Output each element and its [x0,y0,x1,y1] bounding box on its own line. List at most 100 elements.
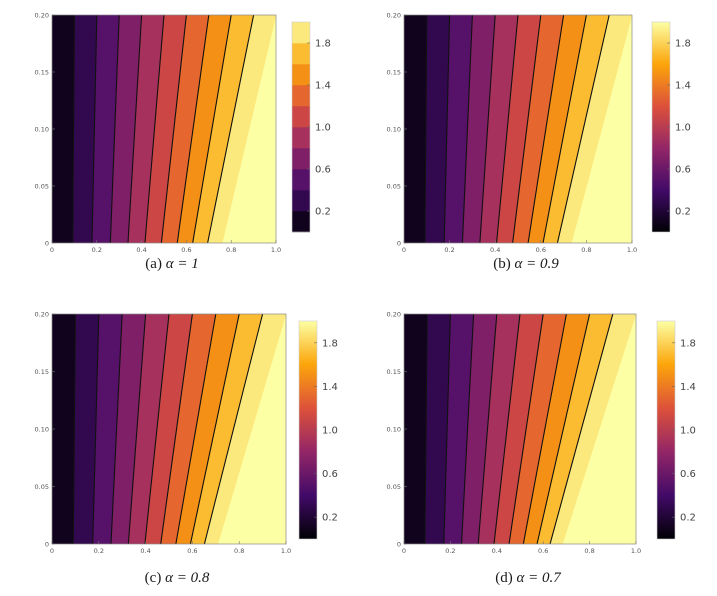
contour-line [92,314,100,544]
contour-line [424,314,428,544]
colorbar-tick-label: 1.0 [315,123,331,134]
contour-plot-area [52,314,286,544]
contour-line [512,15,542,243]
x-tick-label: 0.8 [234,547,244,555]
y-tick-label: 0.10 [387,125,401,133]
x-tick-label: 0.4 [140,547,150,555]
contour-line [542,15,587,243]
y-tick-label: 0.05 [35,483,49,491]
contour-line [109,15,120,243]
x-tick-label: 0.8 [584,547,594,555]
caption-alpha: α = 0.8 [165,570,210,586]
colorbar-tick-label: 0.2 [680,513,696,524]
colorbar-segment [292,211,310,233]
y-tick-label: 0.15 [35,368,49,376]
y-tick-label: 0.20 [35,11,49,19]
x-tick-label: 1.0 [271,246,281,254]
x-tick-label: 0.4 [492,547,502,555]
contour-line [443,15,451,243]
colorbar-gradient [299,321,317,539]
colorbar: 0.2 0.6 1.0 1.4 1.8 [651,21,691,233]
contour-line [493,314,521,544]
y-tick-label: 0 [45,540,49,548]
contour-line [176,15,210,243]
contour-line [207,15,255,243]
x-tick-label: 0.6 [536,246,546,254]
contour-line [556,15,610,243]
y-tick-label: 0.15 [35,68,49,76]
y-tick-label: 0.05 [35,182,49,190]
contour-line [144,314,170,544]
colorbar-tick-label: 1.8 [322,338,338,349]
contour-line [527,15,565,243]
contour-line [127,314,147,544]
x-tick-label: 0.2 [94,547,104,555]
colorbar-tick-label: 0.2 [322,513,338,524]
contour-plot-area [404,314,636,544]
colorbar: 0.2 0.6 1.0 1.4 1.8 [298,320,338,540]
colorbar-tick-label: 0.6 [322,469,338,480]
panel-2: 0 0.2 0.4 0.6 0.8 1.0 0 0.05 0.10 0.15 0.20 0.2 0.6 1… [387,11,691,272]
x-tick-label: 1.0 [627,246,637,254]
colorbar-segment [292,22,310,44]
colorbar-gradient [657,321,675,539]
x-tick-label: 0 [402,246,406,254]
contour-line [72,314,76,544]
y-tick-label: 0 [45,239,49,247]
caption-prefix: (a) [145,256,165,272]
contour-line [91,15,98,243]
y-tick-label: 0.20 [387,310,401,318]
y-tick-label: 0.20 [35,310,49,318]
colorbar-tick-label: 1.0 [322,426,338,437]
contour-line [175,314,217,544]
panel-caption: (a) α = 1 [145,256,198,272]
y-tick-label: 0.20 [387,11,401,19]
colorbar-segment [292,148,310,170]
contour-line [549,314,614,544]
x-tick-label: 1.0 [631,547,641,555]
y-tick-label: 0 [397,540,401,548]
contour-line [443,314,451,544]
panel-3: 0 0.2 0.4 0.6 0.8 1.0 0 0.05 0.10 0.15 0.20 0.2 0.6 1… [35,310,338,586]
panel-caption: (b) α = 0.9 [493,256,559,272]
y-tick-label: 0 [397,239,401,247]
colorbar-segment [292,169,310,191]
x-tick-label: 0.6 [538,547,548,555]
x-tick-label: 0.2 [445,547,455,555]
x-tick-label: 0.8 [226,246,236,254]
caption-prefix: (c) [145,570,165,586]
contour-line [460,314,475,544]
colorbar-segment [292,127,310,149]
contour-line [144,15,165,243]
x-tick-label: 0.2 [92,246,102,254]
colorbar-segment [292,43,310,65]
contour-line [192,15,232,243]
colorbar-segment [292,85,310,107]
contour-line [461,15,473,243]
y-tick-label: 0.15 [387,368,401,376]
contour-line [127,15,143,243]
colorbar-tick-label: 1.4 [322,382,338,393]
colorbar-tick-label: 0.2 [675,207,691,218]
x-tick-label: 1.0 [281,547,291,555]
caption-alpha: α = 0.7 [517,570,563,586]
y-tick-label: 0.10 [35,125,49,133]
colorbar-tick-label: 1.4 [315,81,331,92]
x-tick-label: 0.8 [581,246,591,254]
contour-line [203,314,264,544]
colorbar-segment [292,190,310,212]
contour-plot-area [404,15,632,243]
colorbar-tick-label: 1.4 [675,81,691,92]
y-tick-label: 0.10 [387,425,401,433]
colorbar-tick-label: 0.2 [315,207,331,218]
y-tick-label: 0.05 [387,483,401,491]
panel-4: 0 0.2 0.4 0.6 0.8 1.0 0 0.05 0.10 0.15 0.20 0.2 0.6 1… [387,310,696,586]
panel-1: 0 0.2 0.4 0.6 0.8 1.0 0 0.05 0.10 0.15 0.20 0.2 0.6 1… [35,11,331,272]
x-tick-label: 0 [402,547,406,555]
contour-line [424,15,428,243]
colorbar-tick-label: 1.8 [680,338,696,349]
contour-line [160,314,193,544]
x-tick-label: 0.6 [181,246,191,254]
colorbar-tick-label: 1.0 [680,426,696,437]
